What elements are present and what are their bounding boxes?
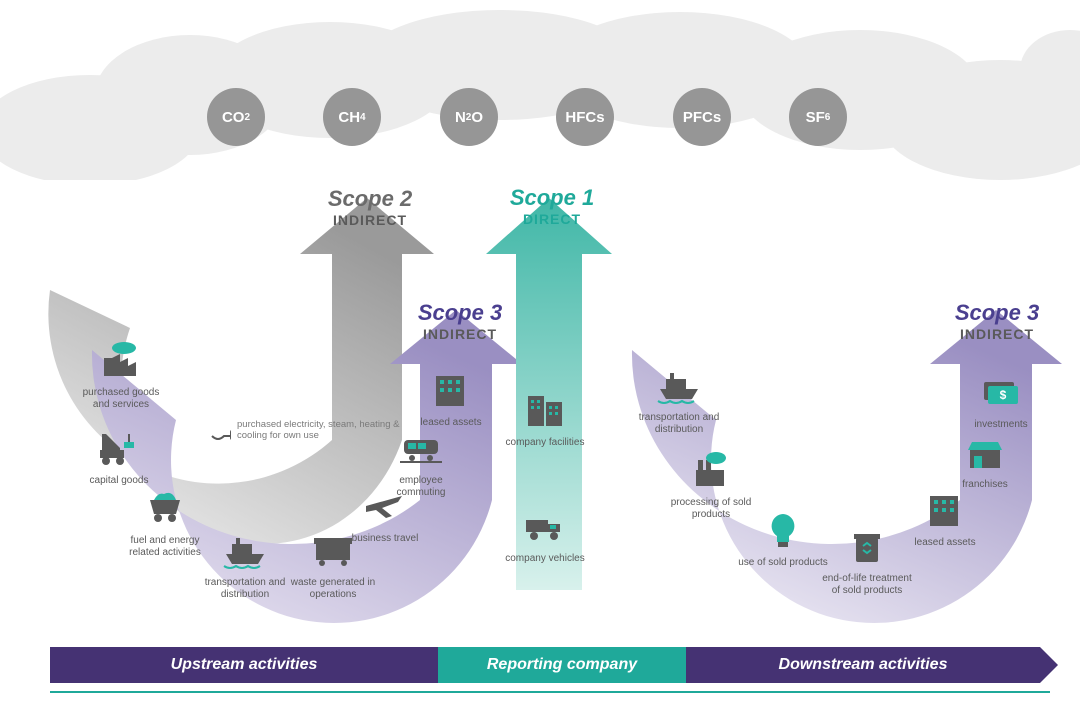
item-label: fuel and energy related activities [120, 535, 210, 558]
item-label: business travel [340, 533, 430, 545]
factory-smoke-icon [688, 450, 734, 490]
item-label: franchises [940, 479, 1030, 491]
band-downstream-label: Downstream activities [779, 656, 948, 674]
money-icon: $ [978, 372, 1024, 412]
scope3-left-title: Scope 3 [395, 300, 525, 326]
item-label: transportation and distribution [634, 412, 724, 435]
scope2-title: Scope 2 [300, 186, 440, 212]
scope1-title: Scope 1 [482, 185, 622, 211]
building-icon [428, 370, 474, 410]
item-label: transportation and distribution [200, 577, 290, 600]
item-leased-assets-up: leased assets [406, 370, 496, 429]
band-reporting-label: Reporting company [487, 656, 637, 674]
item-label: leased assets [900, 537, 990, 549]
band-underline [50, 691, 1050, 693]
item-label: end-of-life treatment of sold products [822, 573, 912, 596]
shop-icon [962, 432, 1008, 472]
scope2-sub: INDIRECT [300, 212, 440, 228]
item-employee-commuting: employee commuting [376, 428, 466, 498]
plug-icon [210, 420, 231, 442]
item-transport-up: transportation and distribution [200, 530, 290, 600]
item-use-sold: use of sold products [738, 510, 828, 569]
bottom-band: Upstream activities Reporting company Do… [50, 647, 1050, 683]
diagram-root: CO2 CH4 N2O HFCs PFCs SF6 Scope 2 INDIRE… [0, 0, 1080, 701]
scope1-title-block: Scope 1 DIRECT [482, 185, 622, 227]
factory-icon [98, 340, 144, 380]
scope3-right-title-block: Scope 3 INDIRECT [932, 300, 1062, 342]
scope3-left-title-block: Scope 3 INDIRECT [395, 300, 525, 342]
ship-icon [656, 365, 702, 405]
band-upstream: Upstream activities [50, 647, 438, 683]
item-label: employee commuting [376, 475, 466, 498]
item-label: leased assets [406, 417, 496, 429]
item-fuel-energy: fuel and energy related activities [120, 488, 210, 558]
item-franchises: franchises [940, 432, 1030, 491]
scope2-title-block: Scope 2 INDIRECT [300, 186, 440, 228]
scope3-right-title: Scope 3 [932, 300, 1062, 326]
item-investments: $ investments [956, 372, 1046, 431]
svg-text:$: $ [1000, 388, 1007, 402]
item-label: purchased goods and services [76, 387, 166, 410]
item-label: company vehicles [500, 553, 590, 565]
item-label: company facilities [500, 437, 590, 449]
item-label: capital goods [74, 475, 164, 487]
item-label: waste generated in operations [288, 577, 378, 600]
item-leased-assets-down: leased assets [900, 490, 990, 549]
band-reporting: Reporting company [438, 647, 686, 683]
item-company-facilities: company facilities [500, 390, 590, 449]
truck-icon [522, 506, 568, 546]
building-icon [522, 390, 568, 430]
item-eol-sold: end-of-life treatment of sold products [822, 526, 912, 596]
scope3-left-sub: INDIRECT [395, 326, 525, 342]
item-transport-down: transportation and distribution [634, 365, 724, 435]
item-company-vehicles: company vehicles [500, 506, 590, 565]
scope1-sub: DIRECT [482, 211, 622, 227]
ship-icon [222, 530, 268, 570]
crane-truck-icon [96, 428, 142, 468]
item-label: use of sold products [738, 557, 828, 569]
train-icon [398, 428, 444, 468]
building-icon [922, 490, 968, 530]
coal-cart-icon [142, 488, 188, 528]
item-label: investments [956, 419, 1046, 431]
band-upstream-label: Upstream activities [171, 656, 318, 674]
scope3-right-sub: INDIRECT [932, 326, 1062, 342]
recycle-bin-icon [844, 526, 890, 566]
bulb-icon [760, 510, 806, 550]
item-purchased-goods: purchased goods and services [76, 340, 166, 410]
item-capital-goods: capital goods [74, 428, 164, 487]
band-downstream: Downstream activities [686, 647, 1040, 683]
